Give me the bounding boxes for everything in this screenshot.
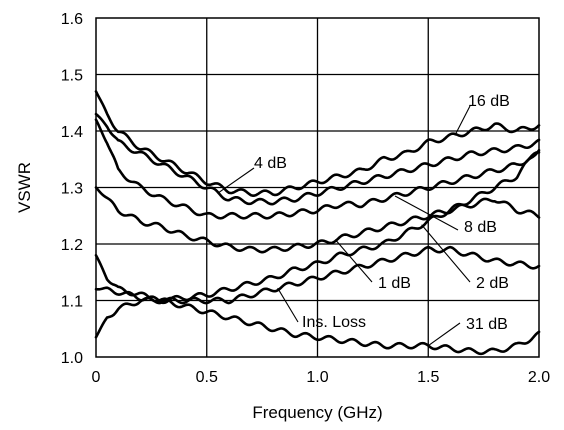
leader-line-16-db [454,105,471,136]
leader-line-4-db [217,167,255,194]
annotation-2-db: 2 dB [476,275,509,292]
y-tick-label: 1.3 [61,181,83,198]
annotation-ins-loss: Ins. Loss [302,314,366,331]
series-line-ins-loss [94,245,541,339]
annotation-1-db: 1 dB [378,275,411,292]
grid-layer [96,18,539,357]
y-tick-label: 1.1 [61,294,83,311]
series-line-8-db [94,118,541,220]
series-layer [94,90,541,356]
y-tick-label: 1.5 [61,68,83,85]
y-tick-label: 1.6 [61,11,83,28]
annotation-layer: 16 dB 4 dB 8 dB 1 dB 2 dB Ins. Loss 31 dB [217,93,510,347]
x-tick-label: 1.5 [417,369,439,386]
series-line-4-db [94,112,541,206]
y-tick-label: 1.0 [61,350,83,367]
y-tick-label: 1.4 [61,124,83,141]
series-line-16-db [94,90,541,197]
plot-frame [95,17,540,358]
annotation-4-db: 4 dB [254,155,287,172]
annotation-8-db: 8 dB [464,219,497,236]
y-tick-label: 1.2 [61,237,83,254]
annotation-31-db: 31 dB [466,316,508,333]
x-tick-label: 0 [92,369,101,386]
leader-line-2-db [421,224,471,283]
x-tick-label: 1.0 [306,369,328,386]
leader-line-ins-loss [277,287,299,323]
leader-line-1-db [334,239,373,283]
series-line-31-db [94,254,541,356]
x-tick-label: 2.0 [528,369,550,386]
x-tick-label: 0.5 [196,369,218,386]
tick-label-layer: 0 0.5 1.0 1.5 2.0 1.0 1.1 1.2 1.3 1.4 1.5 1.6 [61,11,550,386]
x-axis-title: Frequency (GHz) [252,403,382,422]
leader-line-8-db [394,195,459,231]
annotation-16-db: 16 dB [468,93,510,110]
y-axis-title: VSWR [15,162,34,213]
leader-line-31-db [427,322,461,347]
